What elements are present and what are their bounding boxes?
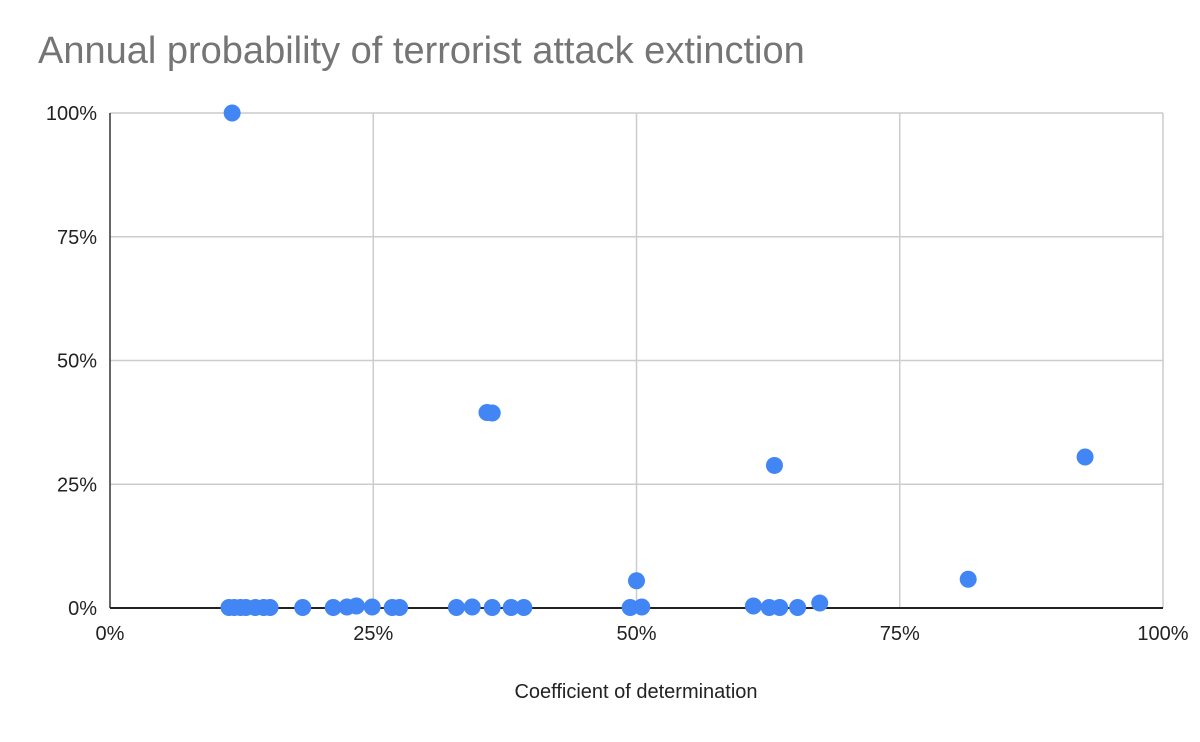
x-tick-label: 50% (616, 623, 656, 645)
data-point (628, 572, 645, 590)
x-tick-label: 0% (96, 623, 125, 645)
data-point (1076, 448, 1094, 466)
data-point (261, 599, 279, 617)
data-point (515, 599, 533, 617)
data-point (502, 599, 520, 617)
data-point (223, 104, 241, 122)
y-tick-label: 100% (46, 103, 97, 125)
x-axis-label: Coefficient of determination (514, 681, 757, 703)
y-tick-label: 75% (57, 227, 97, 249)
data-point (363, 598, 381, 616)
data-point (771, 599, 789, 617)
data-point (789, 599, 807, 617)
y-tick-label: 25% (57, 474, 97, 496)
data-point (391, 599, 409, 617)
x-tick-label: 75% (880, 623, 920, 645)
data-point (744, 597, 762, 615)
grid-lines (110, 112, 1164, 608)
y-tick-label: 50% (57, 351, 97, 373)
data-point (959, 570, 977, 588)
data-point (347, 597, 365, 615)
data-point (463, 598, 481, 616)
data-point (811, 594, 829, 612)
data-point (765, 456, 783, 474)
x-tick-label: 25% (353, 623, 393, 645)
data-points (220, 104, 1094, 617)
data-point (633, 598, 651, 616)
x-tick-label: 100% (1137, 623, 1188, 645)
y-tick-label: 0% (68, 598, 97, 620)
chart-title: Annual probability of terrorist attack e… (38, 30, 805, 72)
data-point (294, 599, 312, 617)
tick-labels: 0% 25% 50% 75% 100% 0% 25% 50% 75% 100% (46, 103, 1189, 645)
data-point (483, 404, 501, 422)
data-point (483, 599, 501, 617)
data-point (324, 599, 342, 617)
data-point (447, 599, 465, 617)
